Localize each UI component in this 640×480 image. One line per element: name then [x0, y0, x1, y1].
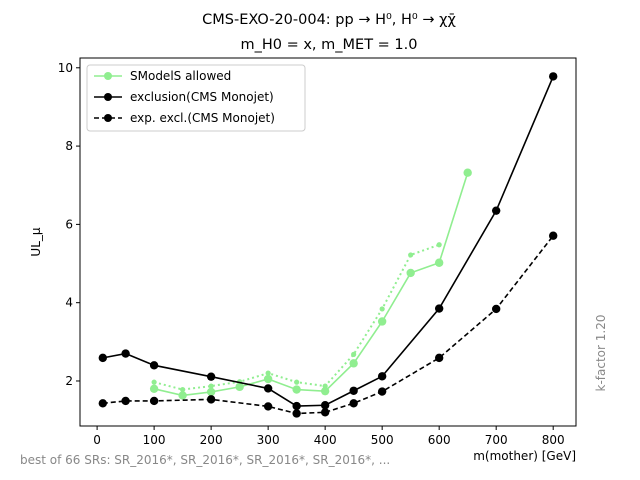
y-tick-label: 8: [65, 139, 73, 153]
legend-marker-expected: [104, 114, 112, 122]
y-tick-label: 6: [65, 217, 73, 231]
x-tick-label: 800: [542, 433, 565, 447]
series-2-point: [548, 72, 558, 81]
series-0-point: [463, 168, 472, 177]
series-1-point: [265, 370, 271, 376]
series-line-3: [102, 235, 554, 415]
legend-label-exclusion: exclusion(CMS Monojet): [130, 90, 274, 104]
series-0-point: [263, 374, 273, 384]
y-tick-label: 4: [65, 296, 73, 310]
series-1-point: [294, 379, 300, 385]
series-0-point: [149, 384, 159, 394]
y-axis: 2 4 6 8 10: [58, 61, 80, 388]
series-3-point: [349, 399, 358, 408]
x-tick-label: 300: [257, 433, 280, 447]
series-2-point: [377, 372, 387, 381]
series-1-point: [151, 379, 157, 385]
series-3-point: [98, 399, 108, 408]
series-3-point: [263, 402, 273, 411]
series-3-point: [491, 304, 501, 314]
series-0-point: [434, 258, 444, 267]
x-axis-label: m(mother) [GeV]: [473, 449, 576, 463]
series-2-point: [434, 304, 444, 313]
series-0-point: [406, 268, 415, 278]
x-tick-label: 200: [200, 433, 223, 447]
series-3-point: [121, 396, 130, 406]
series-1-point: [351, 351, 357, 357]
x-tick-label: 500: [371, 433, 394, 447]
plot-area: [98, 72, 558, 418]
series-2-point: [263, 384, 273, 393]
series-2-point: [98, 353, 108, 363]
chart-title-line1: CMS-EXO-20-004: pp → H⁰, H⁰ → χχ̄: [202, 12, 456, 28]
series-3-point: [377, 387, 387, 396]
series-line-1: [153, 243, 440, 391]
series-1-point: [436, 242, 442, 248]
series-0-point: [235, 382, 244, 392]
series-2-point: [121, 349, 130, 358]
series-1-point: [322, 383, 328, 389]
series-3-point: [292, 409, 301, 418]
series-3-point: [149, 396, 159, 406]
x-tick-label: 100: [143, 433, 166, 447]
series-1-point: [379, 306, 385, 312]
series-line-0: [153, 172, 469, 397]
series-0-point: [377, 317, 387, 326]
y-tick-label: 10: [58, 61, 73, 75]
series-1-point: [208, 383, 214, 389]
series-0-point: [349, 359, 358, 368]
legend-box: [86, 64, 306, 132]
legend-label-expected: exp. excl.(CMS Monojet): [130, 111, 275, 125]
axes-frame: [79, 57, 577, 427]
x-tick-label: 0: [93, 433, 101, 447]
x-axis: 0 100 200 300 400 500 600 700 800: [93, 426, 565, 447]
series-3-point: [206, 395, 216, 404]
series-3-point: [320, 408, 330, 417]
legend-label-allowed: SModelS allowed: [130, 69, 231, 83]
y-axis-label: UL_μ: [29, 227, 43, 256]
series-0-point: [292, 385, 301, 394]
series-0-point: [206, 387, 216, 397]
legend-marker-exclusion: [104, 93, 112, 101]
x-tick-label: 600: [428, 433, 451, 447]
x-tick-label: 400: [314, 433, 337, 447]
series-3-point: [434, 353, 444, 363]
series-2-point: [292, 401, 301, 411]
series-line-2: [102, 76, 554, 407]
series-2-point: [320, 401, 330, 410]
x-tick-label: 700: [485, 433, 508, 447]
footnote: best of 66 SRs: SR_2016*, SR_2016*, SR_2…: [20, 453, 390, 467]
legend: SModelS allowed exclusion(CMS Monojet) e…: [86, 64, 306, 132]
legend-marker-allowed: [104, 72, 112, 80]
k-factor-note: k-factor 1.20: [594, 315, 608, 392]
series-3-point: [548, 231, 558, 240]
series-2-point: [349, 386, 358, 395]
y-tick-label: 2: [65, 374, 73, 388]
series-2-point: [206, 372, 216, 381]
series-0-point: [320, 386, 330, 396]
series-2-point: [491, 206, 501, 215]
series-2-point: [149, 361, 159, 370]
series-1-point: [180, 386, 186, 393]
chart-title-line2: m_H0 = x, m_MET = 1.0: [240, 37, 417, 53]
series-0-point: [178, 391, 187, 400]
series-1-point: [408, 252, 414, 258]
